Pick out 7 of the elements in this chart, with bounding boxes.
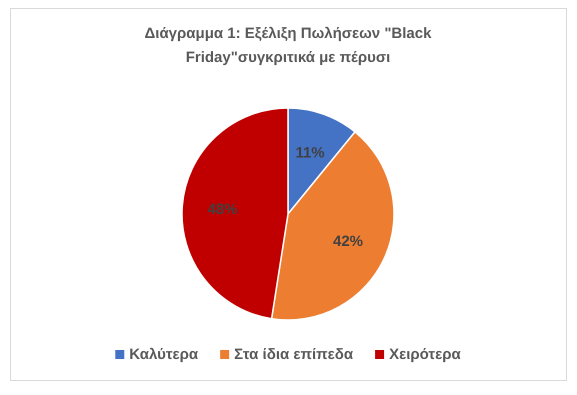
data-label: 11% — [295, 144, 325, 162]
legend-label: Στα ίδια επίπεδα — [234, 346, 354, 363]
data-label: 42% — [332, 233, 364, 250]
data-label: 48% — [207, 201, 238, 218]
chart-title: Διάγραμμα 1: Εξέλιξη Πωλήσεων "Black Friday"συγκριτικά με πέρυσι — [144, 25, 432, 66]
legend-label: Καλύτερα — [129, 346, 199, 363]
legend-label: Χειρότερα — [389, 346, 462, 363]
